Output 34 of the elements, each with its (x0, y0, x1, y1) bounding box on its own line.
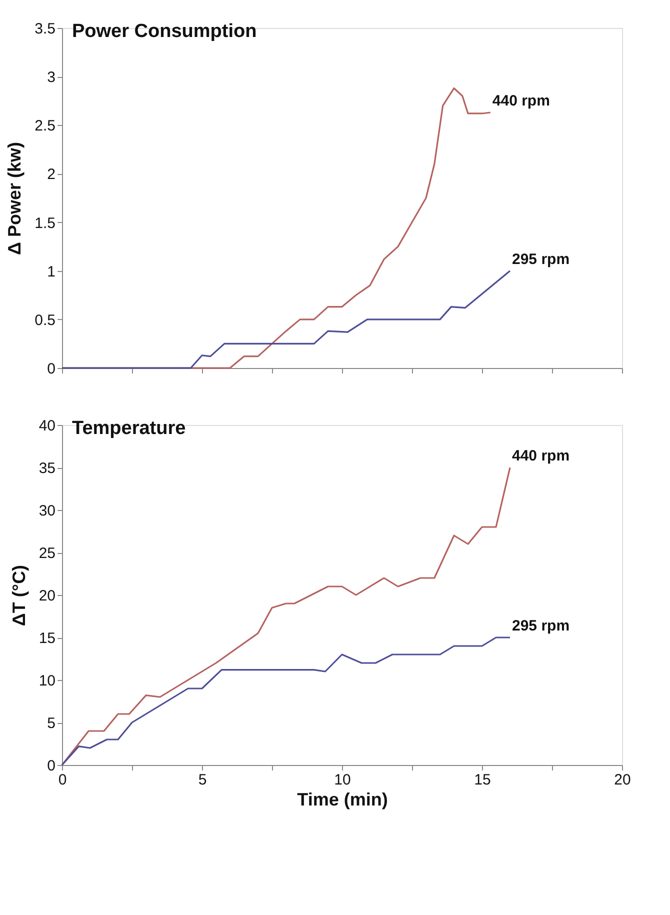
chart-title: Temperature (72, 418, 186, 439)
y-tick-label: 0.5 (34, 312, 56, 329)
x-tick-label: 5 (198, 772, 207, 788)
x-tick-label: 0 (58, 772, 67, 788)
series-label: 295 rpm (512, 618, 570, 634)
y-tick-label: 25 (38, 545, 56, 562)
line-series (61, 636, 511, 766)
line-series (61, 270, 511, 369)
y-tick-label: 2 (47, 166, 56, 184)
x-tick-label: 15 (474, 772, 491, 788)
y-tick-label: 1.5 (34, 214, 56, 232)
series-label: 295 rpm (512, 250, 570, 268)
y-tick-label: 20 (38, 588, 56, 604)
series-label: 440 rpm (512, 448, 570, 464)
y-axis-title: Δ Power (kw) (4, 142, 25, 255)
y-tick-label: 3.5 (34, 20, 56, 38)
y-axis-title: ΔT (°C) (8, 564, 29, 626)
y-tick-label: 35 (38, 460, 56, 477)
series-label: 440 rpm (492, 92, 550, 110)
x-tick-label: 20 (614, 772, 631, 788)
x-tick-label: 10 (334, 772, 351, 788)
y-tick-label: 1 (47, 263, 56, 280)
line-series (61, 466, 511, 766)
y-tick-label: 40 (38, 418, 56, 434)
x-axis-title: Time (min) (297, 790, 388, 810)
y-tick-label: 10 (38, 672, 56, 690)
y-tick-label: 5 (47, 715, 56, 732)
y-tick-label: 3 (47, 69, 56, 86)
chart-title: Power Consumption (72, 21, 257, 42)
y-tick-label: 15 (38, 630, 56, 647)
y-tick-label: 30 (38, 502, 56, 520)
y-tick-label: 2.5 (34, 118, 56, 135)
y-tick-label: 0 (47, 360, 56, 378)
y-tick-label: 0 (47, 758, 56, 774)
